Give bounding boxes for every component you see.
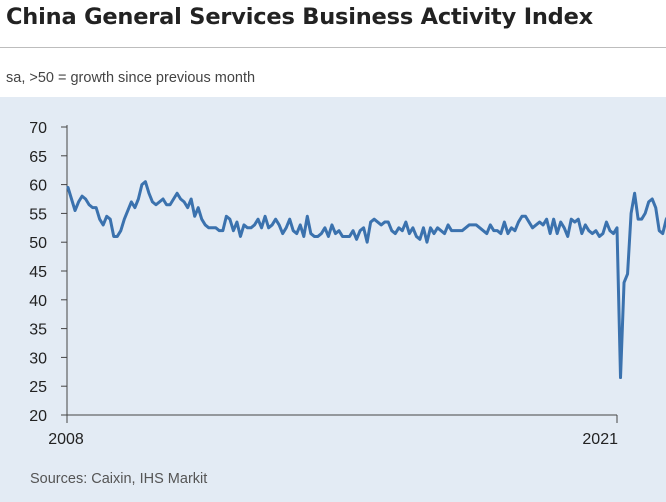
x-tick-label: 2021	[582, 431, 618, 448]
y-tick-label: 65	[29, 149, 47, 166]
chart-title: China General Services Business Activity…	[6, 4, 593, 30]
y-tick-label: 50	[29, 235, 47, 252]
chart-panel: 20 25 30 35 40 45 50 55 60 65 70 2008 2021	[0, 97, 666, 502]
chart-svg: 20 25 30 35 40 45 50 55 60 65 70 2008 2021	[29, 120, 666, 448]
y-tick-label: 55	[29, 206, 47, 223]
y-tick-label: 20	[29, 408, 47, 425]
y-tick-label: 40	[29, 293, 47, 310]
chart-subtitle: sa, >50 = growth since previous month	[6, 70, 256, 86]
x-tick-label: 2008	[48, 431, 84, 448]
y-tick-label: 25	[29, 379, 47, 396]
title-divider	[0, 47, 666, 48]
y-tick-label: 60	[29, 178, 47, 195]
y-tick-label: 45	[29, 264, 47, 281]
y-tick-label: 35	[29, 322, 47, 339]
y-tick-label: 70	[29, 120, 47, 137]
y-tick-label: 30	[29, 350, 47, 367]
series-line	[66, 180, 666, 380]
source-note: Sources: Caixin, IHS Markit	[30, 471, 208, 487]
